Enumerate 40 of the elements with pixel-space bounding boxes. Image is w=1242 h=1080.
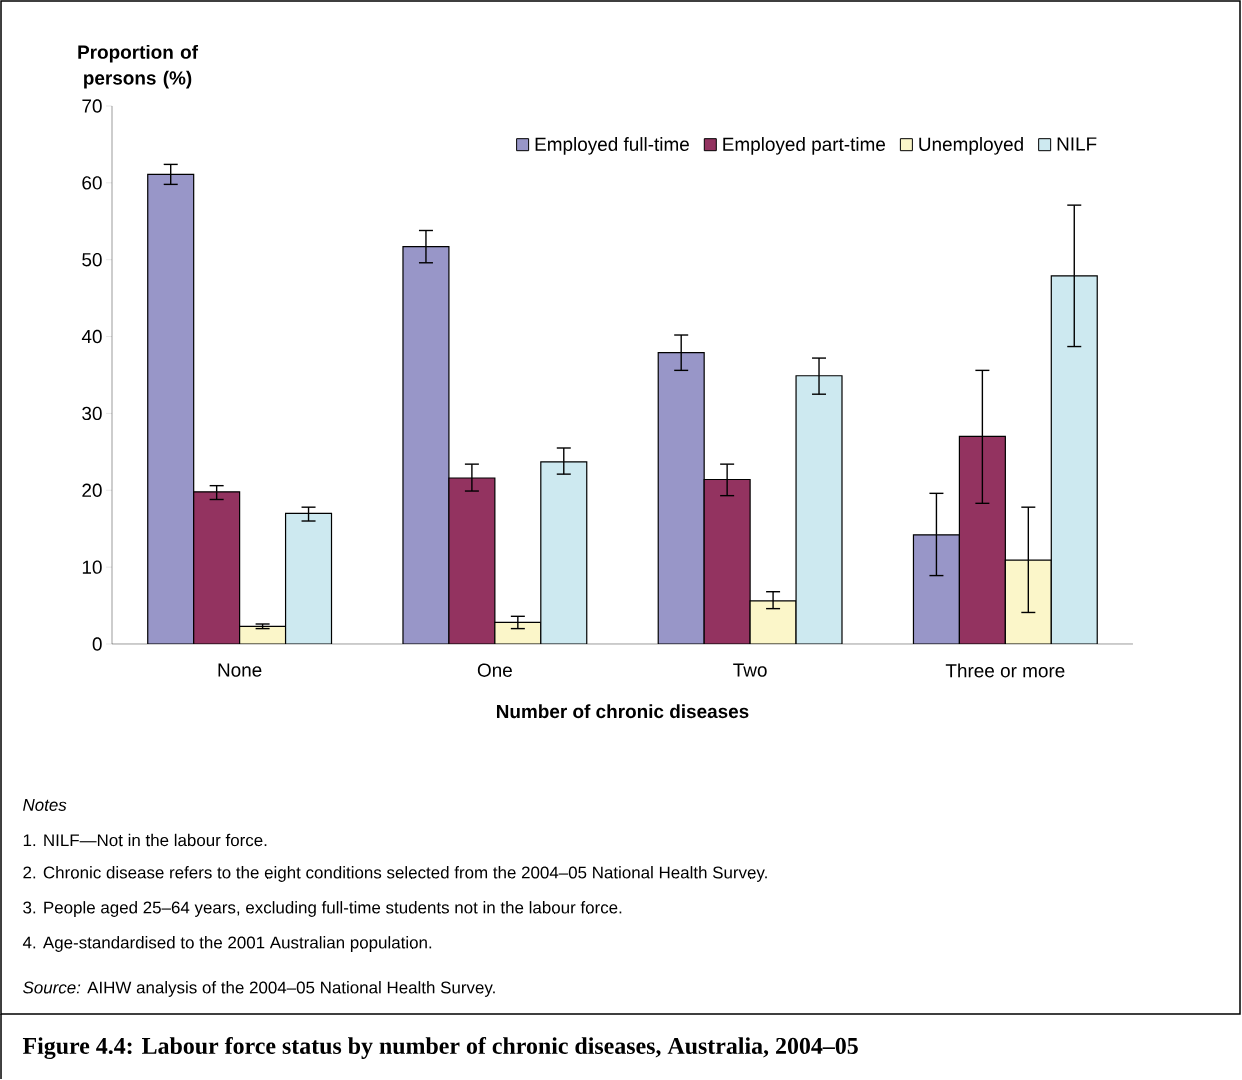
legend-label: Employed part-time [723,137,886,155]
x-tick-label: One [477,663,512,678]
y-axis-title: Proportion of persons (%) [78,45,199,89]
y-tick-label: 40 [81,329,102,344]
text: Figure 4.4: Labour force status by number of chronic diseases, Australia, 2004–05 [22,1037,858,1060]
y-tick-label: 60 [82,176,102,190]
x-tick-label: Three or more [945,663,1065,678]
text: 2. Chronic disease refers to the eight conditions selected from the 2004–05 National Health Survey. [23,866,767,883]
y-tick-label: 30 [82,406,102,421]
bar [193,491,241,645]
bar [448,477,496,645]
x-axis-title: Number of chronic diseases [496,704,749,719]
legend-label: NILF [1057,137,1097,151]
bar [540,461,588,645]
text: Source: AIHW analysis of the 2004–05 National Health Survey. [23,981,495,997]
y-tick-label: 70 [82,99,102,113]
bar [958,436,1006,645]
bar [749,600,797,645]
bar [657,352,705,645]
text: Notes [23,799,67,812]
bar [284,512,333,645]
bar [703,479,751,645]
bar [494,621,542,645]
bar [1050,275,1098,645]
y-tick-label: 0 [92,637,102,651]
legend-label: Employed full-time [535,137,689,155]
bar [795,375,843,645]
text: 4. Age-standardised to the 2001 Australian population. [22,936,432,952]
bar [402,246,450,645]
x-tick-label: None [218,663,262,677]
text: 3. People aged 25–64 years, excluding full-time students not in the labour force. [23,901,622,917]
y-tick-label: 10 [82,560,102,574]
bar [912,534,960,645]
legend-label: Unemployed [919,137,1023,155]
text: 1. NILF—Not in the labour force. [23,833,267,847]
bar [239,625,287,645]
y-tick-label: 50 [82,253,102,267]
bar [147,173,195,645]
y-tick-label: 20 [82,483,102,498]
x-tick-label: Two [733,663,767,677]
